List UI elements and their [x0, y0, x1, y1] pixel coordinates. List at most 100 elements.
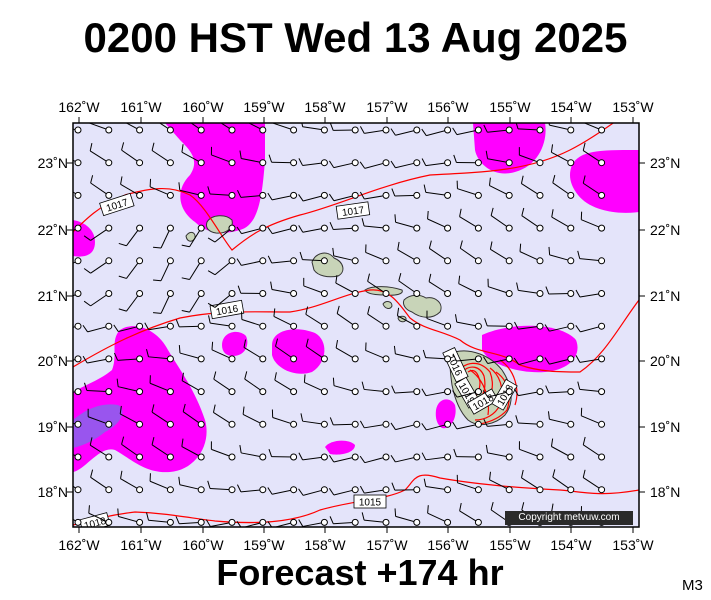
barb-staff	[241, 157, 263, 164]
wind-barb	[120, 176, 144, 199]
wind-barb	[181, 144, 205, 167]
barb-feather	[89, 437, 93, 446]
station-circle	[136, 159, 144, 167]
barb-feather	[520, 175, 524, 184]
barb-feather	[267, 255, 273, 264]
barb-staff	[210, 193, 233, 196]
barb-staff	[151, 411, 171, 425]
station-circle	[505, 453, 513, 461]
wind-barb	[520, 175, 544, 199]
station-circle	[413, 388, 421, 396]
station-circle	[197, 257, 205, 265]
barb-feather	[361, 381, 365, 390]
station-circle	[105, 191, 113, 199]
barb-staff	[210, 521, 233, 527]
station-circle	[105, 453, 113, 461]
barb-feather	[329, 417, 334, 426]
barb-staff	[90, 182, 110, 196]
barb-feather	[298, 488, 304, 496]
wind-barb	[121, 436, 144, 461]
barb-feather	[394, 508, 397, 517]
lat-label: 23˚N	[650, 155, 680, 171]
lon-label: 154˚W	[550, 537, 592, 553]
barb-staff	[210, 487, 233, 491]
lon-label: 160˚W	[182, 99, 224, 115]
wind-barb	[153, 290, 174, 314]
barb-feather	[175, 516, 180, 524]
barb-staff	[425, 456, 448, 461]
barb-staff	[518, 358, 541, 366]
wind-barb	[583, 123, 606, 134]
wind-barb	[421, 126, 452, 137]
precip-area-east	[482, 325, 578, 373]
wind-barb	[241, 311, 267, 330]
station-circle	[444, 126, 452, 134]
barb-feather	[421, 128, 427, 136]
barb-feather	[391, 385, 396, 394]
wind-barb	[516, 282, 544, 297]
station-circle	[136, 126, 144, 134]
station-circle	[598, 322, 606, 330]
wind-barb	[210, 146, 236, 167]
barb-feather	[452, 127, 458, 135]
barb-feather	[582, 469, 586, 478]
wind-barb	[146, 512, 174, 526]
station-circle	[382, 290, 390, 297]
lat-labels-right: 23˚N 22˚N 21˚N 20˚N 19˚N 18˚N	[650, 155, 680, 500]
barb-staff	[579, 388, 602, 393]
barb-feather	[83, 235, 91, 241]
model-label: M3	[682, 577, 703, 594]
barb-staff	[364, 388, 387, 393]
wind-barb	[427, 210, 452, 232]
wind-barb	[328, 159, 359, 169]
station-circle	[136, 420, 144, 428]
wind-barb	[181, 290, 205, 313]
station-circle	[567, 322, 575, 330]
wind-barb	[205, 518, 236, 527]
barb-feather	[120, 176, 123, 185]
station-circle	[444, 355, 452, 363]
wind-barb	[391, 482, 421, 494]
barb-feather	[550, 438, 554, 447]
isobar-big-island-7	[469, 369, 490, 416]
wind-barb	[236, 257, 267, 266]
station-circle	[228, 224, 236, 232]
station-circle	[536, 191, 544, 199]
station-circle	[290, 322, 298, 330]
barb-feather	[153, 246, 162, 249]
station-circle	[320, 126, 328, 134]
barb-feather	[359, 420, 365, 429]
barb-staff	[179, 189, 202, 196]
barb-staff	[160, 293, 171, 314]
station-circle	[74, 290, 82, 297]
wind-barb	[298, 158, 328, 167]
barb-feather	[391, 482, 396, 491]
barb-feather	[359, 485, 365, 494]
barb-staff	[303, 285, 325, 294]
barb-feather	[244, 371, 248, 380]
wind-barb	[513, 388, 544, 397]
station-circle	[136, 322, 144, 330]
station-circle	[505, 257, 513, 265]
station-circle	[474, 388, 482, 396]
barb-feather	[300, 413, 304, 422]
station-circle	[536, 224, 544, 232]
barb-feather	[113, 352, 119, 361]
station-circle	[290, 191, 298, 199]
barb-staff	[364, 489, 387, 494]
wind-barb	[427, 505, 452, 526]
wind-barb	[544, 322, 575, 332]
wind-barb	[146, 348, 174, 363]
wind-barb	[270, 281, 298, 297]
wind-barb	[452, 353, 482, 363]
station-circle	[136, 518, 144, 526]
barb-staff	[519, 448, 541, 458]
barb-feather	[267, 192, 273, 201]
barb-staff	[302, 521, 325, 527]
barb-staff	[429, 248, 448, 262]
wind-barb	[267, 224, 298, 235]
wind-barb	[118, 224, 144, 247]
wind-barb	[422, 349, 452, 363]
barb-feather	[485, 444, 489, 453]
barb-staff	[549, 325, 571, 332]
